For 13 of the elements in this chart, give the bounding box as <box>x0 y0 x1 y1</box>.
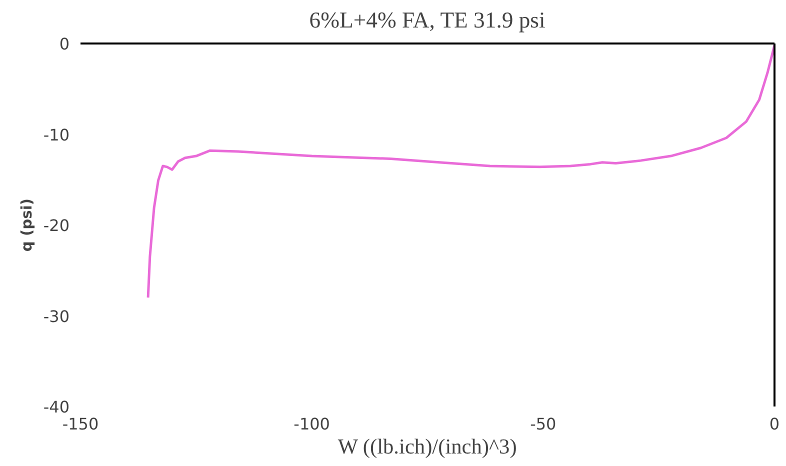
y-tick-label: -40 <box>43 398 70 416</box>
x-tick-label: 0 <box>769 414 780 434</box>
y-tick-label: 0 <box>59 34 70 54</box>
y-tick-label: -10 <box>43 125 70 144</box>
chart-title: 6%L+4% FA, TE 31.9 psi <box>309 8 546 32</box>
y-axis-title: q (psi) <box>18 198 36 252</box>
y-tick-label: -20 <box>43 216 70 235</box>
y-tick-label: -30 <box>43 306 70 326</box>
x-tick-label: -150 <box>62 414 99 434</box>
x-axis-title: W ((lb.ich)/(inch)^3) <box>338 434 517 458</box>
x-tick-label: -50 <box>530 414 556 434</box>
x-tick-label: -100 <box>294 414 330 434</box>
line-series <box>146 44 774 299</box>
